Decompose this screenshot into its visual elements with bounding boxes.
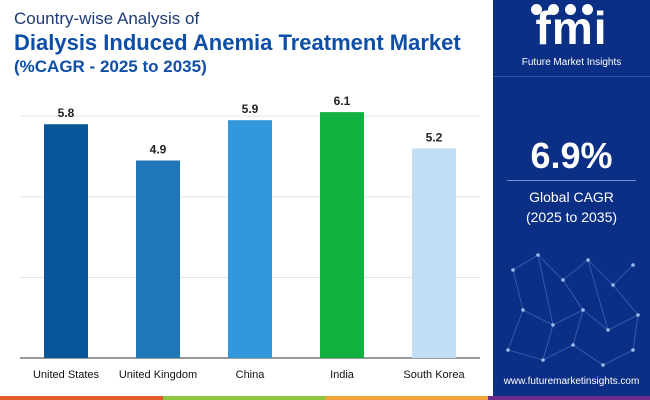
data-label: 5.2 — [426, 130, 443, 144]
network-link — [572, 309, 584, 346]
global-cagr-label: Global CAGR (2025 to 2035) — [493, 187, 650, 227]
data-label: 4.9 — [150, 142, 167, 156]
side-panel: fmi Future Market Insights 6.9% Global C… — [493, 0, 650, 400]
fmi-logo: fmi — [535, 2, 608, 54]
network-node — [586, 258, 590, 262]
network-link — [612, 284, 639, 316]
network-link — [537, 254, 564, 281]
logo-dot-icon — [531, 4, 542, 15]
cagr-rule — [507, 180, 636, 181]
footer-segment — [325, 396, 488, 400]
network-link — [572, 344, 604, 366]
network-link — [542, 324, 554, 361]
network-node — [506, 348, 510, 352]
bar-chart: 5.8 United States 4.9 United Kingdom 5.9 Chin… — [20, 94, 480, 381]
logo-dot-icon — [582, 4, 593, 15]
network-link — [562, 259, 589, 281]
footer-segment — [0, 396, 163, 400]
global-cagr-value: 6.9% — [530, 135, 613, 176]
logo-icons — [531, 4, 593, 15]
x-tick-label: South Korea — [403, 369, 465, 381]
cagr-label-line-1: Global CAGR — [529, 189, 614, 205]
website-link[interactable]: www.futuremarketinsights.com — [503, 376, 640, 387]
network-node — [601, 363, 605, 367]
network-link — [542, 344, 574, 361]
network-link — [507, 349, 544, 361]
network-link — [612, 264, 634, 286]
logo-dot-icon — [548, 4, 559, 15]
network-link — [562, 279, 584, 311]
network-graphic-icon — [506, 253, 640, 367]
panel-divider — [493, 76, 650, 77]
network-node — [521, 308, 525, 312]
network-node — [551, 323, 555, 327]
network-link — [602, 349, 634, 366]
network-node — [571, 343, 575, 347]
network-link — [582, 309, 609, 331]
data-label: 5.8 — [58, 106, 75, 120]
network-node — [536, 253, 540, 257]
network-node — [631, 263, 635, 267]
bar-united-kingdom — [136, 160, 180, 358]
data-label: 5.9 — [242, 102, 259, 116]
title-line-3: (%CAGR - 2025 to 2035) — [14, 57, 207, 76]
data-label: 6.1 — [334, 94, 351, 108]
title-line-2: Dialysis Induced Anemia Treatment Market — [14, 30, 461, 55]
network-node — [511, 268, 515, 272]
x-tick-label: United Kingdom — [119, 369, 197, 381]
footer-color-bar — [0, 396, 650, 400]
network-node — [636, 313, 640, 317]
x-tick-label: United States — [33, 369, 100, 381]
footer-segment — [487, 396, 650, 400]
network-node — [606, 328, 610, 332]
cagr-label-line-2: (2025 to 2035) — [525, 209, 618, 225]
x-tick-label: India — [330, 369, 355, 381]
network-link — [632, 314, 639, 351]
x-tick-label: China — [236, 369, 266, 381]
network-link — [607, 314, 639, 331]
network-link — [552, 309, 584, 326]
network-node — [561, 278, 565, 282]
bar-south-korea — [412, 148, 456, 358]
logo-subtitle: Future Market Insights — [521, 57, 622, 68]
network-node — [541, 358, 545, 362]
bar-united-states — [44, 124, 88, 358]
bar-china — [228, 120, 272, 358]
network-link — [537, 254, 554, 326]
network-node — [631, 348, 635, 352]
logo-dot-icon — [565, 4, 576, 15]
network-link — [522, 309, 554, 326]
network-link — [512, 254, 539, 271]
network-link — [587, 259, 614, 286]
chart-title: Country-wise Analysis of Dialysis Induce… — [14, 8, 461, 78]
network-link — [507, 309, 524, 351]
network-node — [611, 283, 615, 287]
footer-segment — [162, 396, 325, 400]
network-node — [581, 308, 585, 312]
bar-india — [320, 112, 364, 358]
network-link — [512, 269, 524, 311]
network-link — [587, 259, 609, 331]
title-line-1: Country-wise Analysis of — [14, 9, 200, 28]
